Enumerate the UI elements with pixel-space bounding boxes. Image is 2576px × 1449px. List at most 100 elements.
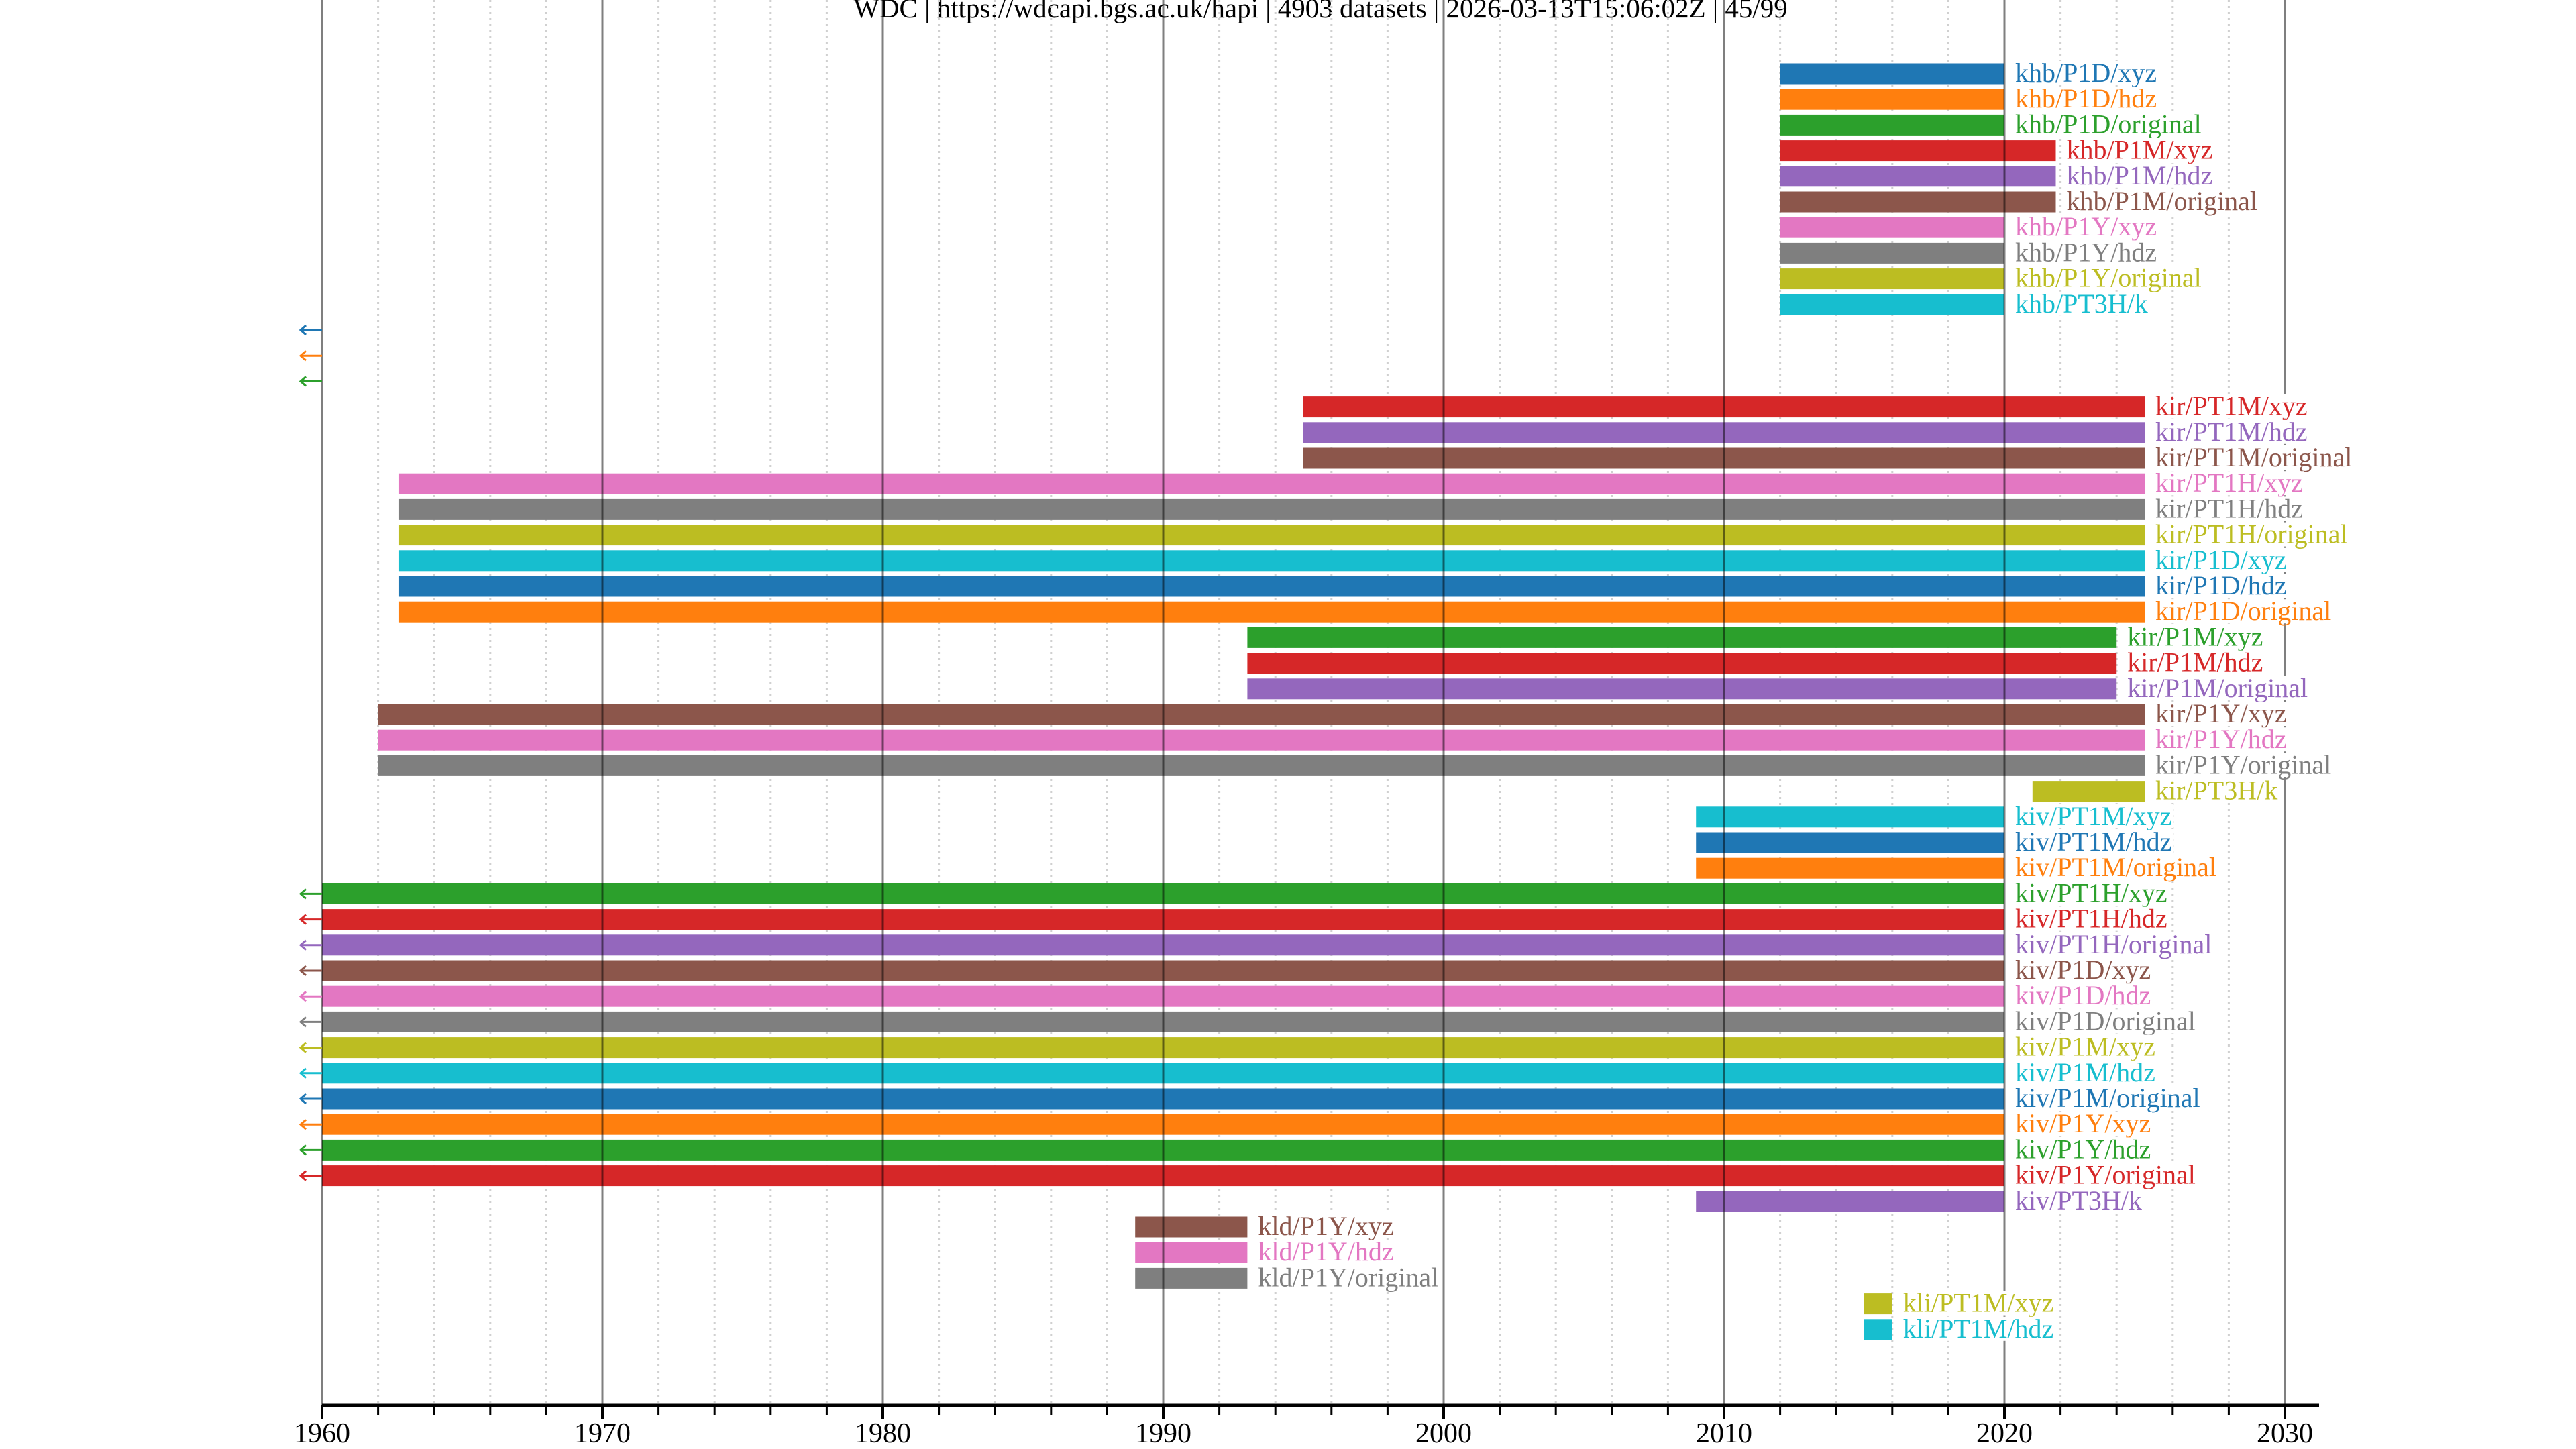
dataset-label-text: kli/PT1M/xyz xyxy=(1903,1288,2053,1318)
dataset-label: khb/P1D/original xyxy=(2014,109,2203,139)
label-background xyxy=(2154,419,2309,444)
dataset-bar[interactable] xyxy=(1696,806,2004,828)
dataset-label: kir/PT1M/hdz xyxy=(2154,417,2309,447)
label-background xyxy=(2065,138,2214,162)
label-background xyxy=(2154,394,2309,419)
dataset-bar[interactable] xyxy=(1780,191,2056,213)
label-background xyxy=(1256,1214,1395,1238)
dataset-bar[interactable] xyxy=(1780,63,2004,85)
dataset-label: kir/P1M/original xyxy=(2126,673,2310,703)
dataset-label: kiv/PT1M/hdz xyxy=(2014,826,2174,857)
dataset-label-text: kir/PT1H/xyz xyxy=(2155,468,2303,498)
dataset-bar[interactable] xyxy=(378,729,2145,751)
label-background xyxy=(1256,1265,1440,1290)
dataset-label: kiv/P1M/original xyxy=(2014,1083,2202,1113)
dataset-bar[interactable] xyxy=(398,473,2145,494)
left-arrow-icon xyxy=(299,1016,322,1028)
dataset-bar[interactable] xyxy=(1247,627,2117,648)
dataset-bar[interactable] xyxy=(378,755,2145,776)
dataset-label: khb/P1Y/xyz xyxy=(2014,211,2159,241)
dataset-label-text: kli/PT1M/hdz xyxy=(1903,1313,2053,1344)
dataset-bar[interactable] xyxy=(1696,857,2004,879)
dataset-label-text: kir/P1D/xyz xyxy=(2155,545,2287,575)
dataset-label-text: kir/P1M/original xyxy=(2127,673,2308,703)
dataset-bar[interactable] xyxy=(1780,166,2056,187)
dataset-label: kld/P1Y/xyz xyxy=(1256,1211,1395,1241)
left-arrow-icon xyxy=(299,965,322,977)
dataset-bar[interactable] xyxy=(1247,678,2117,700)
dataset-bars xyxy=(322,63,2145,1340)
dataset-label: kir/PT1H/xyz xyxy=(2154,468,2304,498)
dataset-bar[interactable] xyxy=(1135,1267,1248,1289)
label-background xyxy=(2014,1009,2197,1034)
dataset-bar[interactable] xyxy=(1135,1242,1248,1263)
dataset-label: khb/P1M/original xyxy=(2065,186,2259,216)
dataset-bar[interactable] xyxy=(2032,781,2145,802)
label-background xyxy=(2014,932,2214,957)
dataset-bar[interactable] xyxy=(398,601,2145,623)
dataset-label-text: khb/P1Y/original xyxy=(2015,263,2202,293)
dataset-bar[interactable] xyxy=(1864,1319,1892,1340)
label-background xyxy=(2154,599,2333,624)
dataset-label: kli/PT1M/hdz xyxy=(1901,1313,2055,1344)
label-background xyxy=(1256,1240,1395,1265)
dataset-label-text: kld/P1Y/xyz xyxy=(1258,1211,1393,1241)
dataset-bar[interactable] xyxy=(398,550,2145,572)
label-background xyxy=(2065,163,2214,188)
dataset-bar[interactable] xyxy=(1696,832,2004,853)
left-arrow-icon xyxy=(299,914,322,925)
dataset-label: kir/P1D/original xyxy=(2154,596,2333,626)
x-tick-label: 2020 xyxy=(1976,1418,2033,1449)
dataset-bar[interactable] xyxy=(1247,653,2117,674)
dataset-bar[interactable] xyxy=(1780,242,2004,264)
dataset-label-text: kiv/P1M/original xyxy=(2015,1083,2200,1113)
dataset-label: kiv/PT1H/hdz xyxy=(2014,904,2169,934)
dataset-label: kir/P1D/hdz xyxy=(2154,570,2288,600)
label-background xyxy=(2014,804,2174,828)
dataset-label: kir/P1M/xyz xyxy=(2126,621,2265,651)
dataset-label-text: kiv/P1Y/xyz xyxy=(2015,1108,2151,1138)
dataset-bar[interactable] xyxy=(398,498,2145,520)
dataset-label-text: kir/PT1M/original xyxy=(2155,442,2352,472)
dataset-label: kiv/PT1H/xyz xyxy=(2014,877,2169,908)
dataset-bar[interactable] xyxy=(1696,1191,2004,1212)
left-arrow-icon xyxy=(299,376,322,387)
dataset-bar[interactable] xyxy=(1780,140,2056,162)
label-background xyxy=(2014,830,2174,854)
dataset-label: kir/P1Y/xyz xyxy=(2154,698,2288,729)
dataset-bar[interactable] xyxy=(1135,1216,1248,1238)
dataset-label-text: khb/PT3H/k xyxy=(2015,288,2148,319)
dataset-bar[interactable] xyxy=(1780,268,2004,290)
dataset-label: khb/PT3H/k xyxy=(2014,288,2149,319)
dataset-bar[interactable] xyxy=(1780,217,2004,238)
dataset-bar[interactable] xyxy=(398,576,2145,597)
left-arrow-icon xyxy=(299,1093,322,1105)
dataset-label: kir/P1Y/original xyxy=(2154,749,2333,780)
dataset-label: kld/P1Y/original xyxy=(1256,1262,1440,1292)
dataset-label: kli/PT1M/xyz xyxy=(1901,1288,2055,1318)
dataset-bar[interactable] xyxy=(1780,294,2004,315)
dataset-bar[interactable] xyxy=(1864,1293,1892,1315)
dataset-bar[interactable] xyxy=(1780,89,2004,110)
dataset-label: khb/P1Y/original xyxy=(2014,263,2203,293)
dataset-label: kiv/P1D/xyz xyxy=(2014,955,2153,985)
dataset-label-text: kir/P1D/hdz xyxy=(2155,570,2287,600)
dataset-label-text: kiv/P1M/xyz xyxy=(2015,1032,2155,1062)
dataset-bar[interactable] xyxy=(1780,114,2004,136)
dataset-label: kld/P1Y/hdz xyxy=(1256,1236,1395,1267)
dataset-label-text: kir/P1Y/original xyxy=(2155,749,2331,780)
dataset-label-text: kir/P1D/original xyxy=(2155,596,2331,626)
dataset-label-text: kiv/PT1H/original xyxy=(2015,929,2212,959)
dataset-label: kiv/P1D/original xyxy=(2014,1006,2197,1036)
dataset-bar[interactable] xyxy=(378,704,2145,725)
label-background xyxy=(2014,1086,2202,1110)
label-background xyxy=(2014,906,2169,931)
chart-title: WDC | https://wdcapi.bgs.ac.uk/hapi | 49… xyxy=(853,0,1788,23)
label-background xyxy=(2154,471,2304,496)
left-arrow-icon xyxy=(299,1144,322,1156)
dataset-label: kiv/P1D/hdz xyxy=(2014,980,2153,1010)
label-background xyxy=(2014,881,2169,906)
dataset-bar[interactable] xyxy=(398,525,2145,546)
dataset-label: kir/P1D/xyz xyxy=(2154,545,2288,575)
